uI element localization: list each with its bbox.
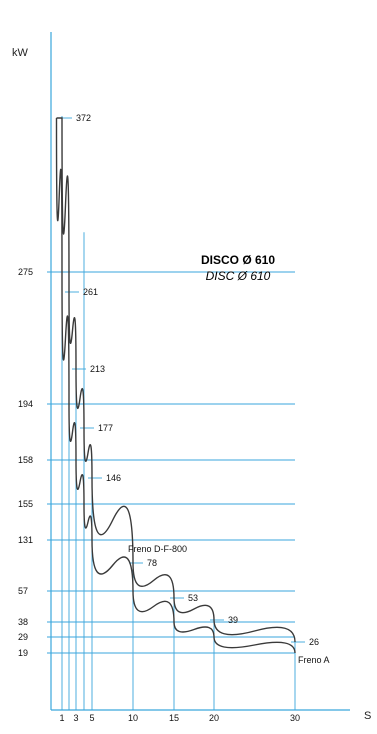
y-tick-label: 57 bbox=[18, 586, 28, 596]
y-tick-label: 158 bbox=[18, 455, 33, 465]
x-tick-label: 30 bbox=[290, 713, 300, 723]
y-tick-label: 29 bbox=[18, 632, 28, 642]
data-label: 213 bbox=[90, 364, 105, 374]
y-tick-label: 19 bbox=[18, 648, 28, 658]
y-tick-label: 131 bbox=[18, 535, 33, 545]
x-axis-label: S bbox=[364, 710, 371, 722]
data-label: 26 bbox=[309, 637, 319, 647]
data-label: 177 bbox=[98, 423, 113, 433]
chart-title: DISCO Ø 610 bbox=[201, 253, 275, 267]
x-tick-label: 1 bbox=[59, 713, 64, 723]
data-label: 261 bbox=[83, 287, 98, 297]
series-label: Freno A bbox=[298, 655, 330, 665]
series-label: Freno D-F-800 bbox=[128, 544, 187, 554]
series-curve-1 bbox=[55, 117, 296, 654]
data-label: 372 bbox=[76, 113, 91, 123]
data-label: 39 bbox=[228, 615, 238, 625]
y-tick-label: 275 bbox=[18, 267, 33, 277]
series-curve-0 bbox=[56, 117, 296, 643]
x-tick-label: 15 bbox=[169, 713, 179, 723]
data-label: 78 bbox=[147, 558, 157, 568]
y-axis-label: kW bbox=[12, 47, 29, 59]
x-tick-label: 10 bbox=[128, 713, 138, 723]
y-tick-label: 194 bbox=[18, 399, 33, 409]
axis-layer bbox=[50, 32, 350, 711]
grid-layer bbox=[47, 116, 305, 710]
data-label: 53 bbox=[188, 593, 198, 603]
y-tick-label: 155 bbox=[18, 499, 33, 509]
label-layer: 1 3 5 10 15 20 3019293857131155158194275372261… bbox=[18, 113, 330, 723]
chart-subtitle: DISC Ø 610 bbox=[206, 269, 271, 283]
x-tick-label: 20 bbox=[209, 713, 219, 723]
x-tick-label: 3 bbox=[73, 713, 78, 723]
data-label: 146 bbox=[106, 473, 121, 483]
curve-layer bbox=[55, 117, 296, 654]
x-tick-label: 5 bbox=[89, 713, 94, 723]
y-tick-label: 38 bbox=[18, 617, 28, 627]
